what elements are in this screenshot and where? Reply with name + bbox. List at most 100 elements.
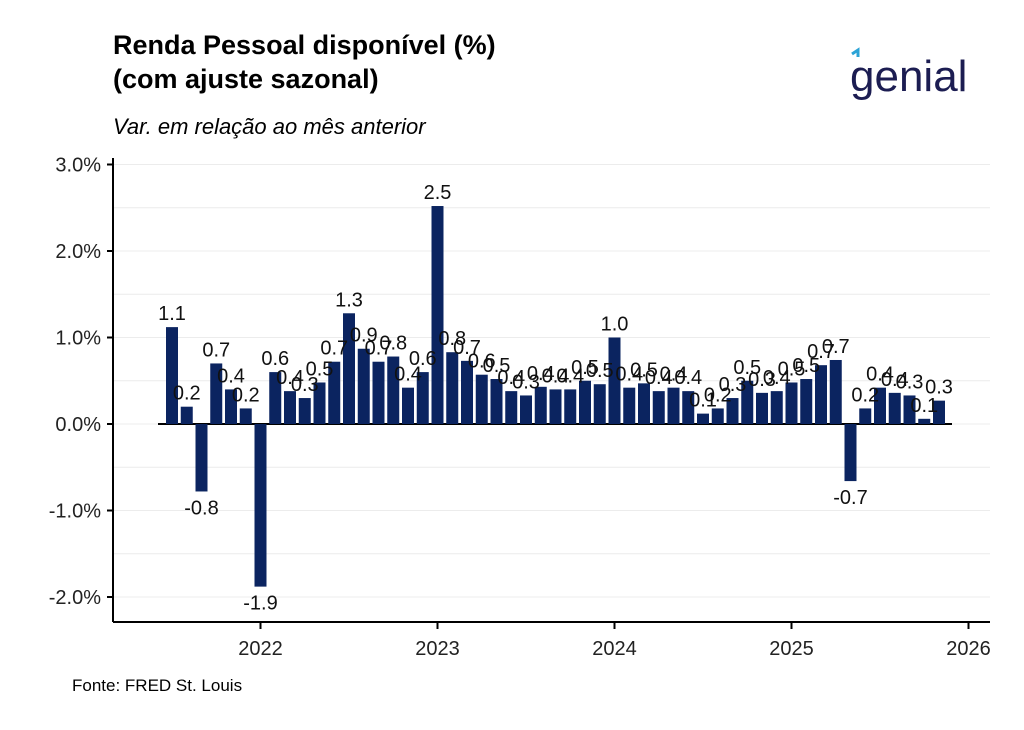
- data-label: 0.7: [365, 338, 393, 360]
- bar: [239, 408, 252, 424]
- bar: [874, 387, 886, 424]
- data-label: 0.4: [866, 364, 894, 386]
- data-label: 0.4: [556, 365, 584, 387]
- bar: [623, 387, 636, 424]
- bar: [461, 360, 473, 424]
- source-note: Fonte: FRED St. Louis: [72, 676, 243, 695]
- data-label: 0.5: [571, 357, 599, 379]
- bar: [815, 365, 827, 424]
- bar: [313, 382, 326, 424]
- data-label: 0.2: [232, 384, 260, 406]
- y-tick-label: -2.0%: [49, 587, 101, 609]
- bar: [431, 206, 444, 424]
- bar: [520, 395, 532, 424]
- data-label: 0.2: [173, 383, 201, 405]
- data-label: 0.5: [630, 359, 658, 381]
- y-tick-label: -1.0%: [49, 501, 101, 523]
- data-label: 0.5: [586, 360, 614, 382]
- genial-logo-accent: [851, 47, 860, 57]
- bar: [210, 363, 223, 424]
- data-label: 0.6: [468, 351, 496, 373]
- data-label: 0.6: [409, 348, 437, 370]
- bar: [564, 389, 577, 424]
- bar: [770, 391, 783, 424]
- data-label: 0.5: [792, 355, 820, 377]
- data-label: -0.8: [184, 497, 218, 519]
- data-label: 0.4: [763, 367, 791, 389]
- data-label: 1.3: [335, 289, 363, 311]
- data-label: 0.7: [807, 341, 835, 363]
- bar: [682, 391, 695, 424]
- bar: [785, 382, 798, 424]
- data-label: 0.4: [674, 367, 702, 389]
- bar: [534, 386, 547, 424]
- data-label: 1.0: [601, 314, 629, 336]
- chart-title-line-2: (com ajuste sazonal): [113, 64, 379, 94]
- data-label: 0.4: [645, 367, 673, 389]
- bar: [741, 380, 754, 424]
- bar: [859, 408, 872, 424]
- bar: [844, 424, 857, 482]
- data-label: 0.3: [748, 369, 776, 391]
- genial-logo: genial: [850, 47, 967, 101]
- bar: [918, 418, 931, 424]
- data-label: 0.1: [689, 390, 717, 412]
- y-tick-label: 1.0%: [55, 328, 101, 350]
- bar: [711, 408, 724, 424]
- bar: [269, 372, 282, 424]
- bar: [903, 395, 916, 424]
- data-label: 0.3: [719, 374, 747, 396]
- data-label: 0.7: [453, 337, 481, 359]
- data-label: 0.2: [704, 384, 732, 406]
- x-tick-label: 2023: [415, 638, 460, 660]
- data-label: 0.4: [497, 367, 525, 389]
- bar: [387, 356, 400, 424]
- data-label: 0.3: [896, 371, 924, 393]
- data-label: 0.4: [881, 369, 909, 391]
- bar: [343, 313, 355, 424]
- data-label: -1.9: [243, 593, 277, 615]
- bar: [800, 379, 813, 424]
- data-label: 0.4: [276, 367, 304, 389]
- bar: [888, 392, 901, 424]
- data-label: 0.8: [438, 328, 466, 350]
- x-tick-label: 2026: [946, 638, 991, 660]
- data-label: 0.4: [527, 363, 555, 385]
- bar: [166, 327, 178, 424]
- data-label: 2.5: [424, 182, 452, 204]
- bar: [579, 380, 591, 424]
- data-label: 0.6: [261, 348, 289, 370]
- data-label: 0.5: [483, 355, 511, 377]
- bar: [402, 387, 414, 424]
- bar: [254, 424, 267, 587]
- y-tick-label: 3.0%: [55, 155, 101, 177]
- data-label: 1.1: [158, 303, 186, 325]
- y-tick-label: 0.0%: [55, 414, 101, 436]
- data-label: 0.5: [778, 358, 806, 380]
- bar: [284, 391, 296, 424]
- x-tick-label: 2022: [238, 638, 283, 660]
- data-label: 0.2: [851, 384, 879, 406]
- bar: [726, 398, 739, 424]
- y-tick-label: 2.0%: [55, 241, 101, 263]
- data-label: 0.1: [910, 395, 938, 417]
- x-tick-label: 2025: [769, 638, 814, 660]
- bar: [195, 424, 208, 492]
- data-label: 0.5: [733, 357, 761, 379]
- bar: [638, 383, 650, 424]
- bar: [933, 400, 945, 424]
- bar: [608, 337, 621, 424]
- data-label: 0.4: [660, 364, 688, 386]
- bar: [475, 374, 488, 424]
- x-tick-label: 2024: [592, 638, 637, 660]
- bar: [829, 359, 842, 424]
- bar: [549, 389, 562, 424]
- data-label: 0.4: [217, 365, 245, 387]
- data-label: 0.7: [320, 338, 348, 360]
- bar: [490, 379, 503, 424]
- bar: [697, 413, 709, 424]
- bar: [652, 391, 665, 424]
- data-label: 0.7: [202, 339, 230, 361]
- data-label: 0.3: [925, 377, 953, 399]
